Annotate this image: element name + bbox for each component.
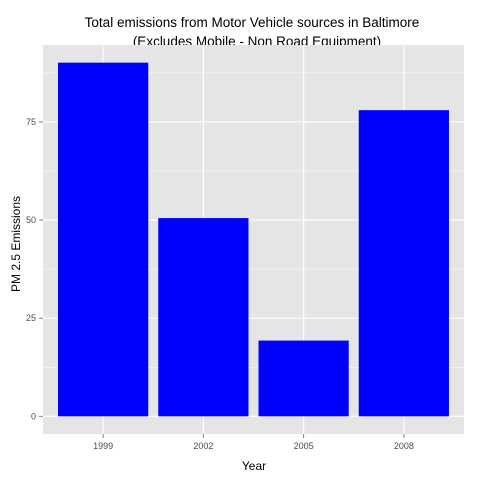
x-tick-label: 2008 — [394, 441, 414, 451]
bars — [58, 62, 449, 417]
x-tick-label: 1999 — [93, 441, 113, 451]
bar-2005 — [258, 340, 349, 417]
bar-1999 — [58, 62, 149, 417]
y-axis-title: PM 2.5 Emissions — [9, 196, 23, 292]
y-tick-label: 75 — [26, 117, 36, 127]
y-axis: 0 25 50 75 — [26, 117, 43, 421]
y-tick-label: 0 — [31, 411, 36, 421]
x-axis: 1999 2002 2005 2008 — [93, 434, 414, 451]
bar-2008 — [358, 110, 449, 417]
x-tick-label: 2002 — [193, 441, 213, 451]
chart-title-line-1: Total emissions from Motor Vehicle sourc… — [85, 15, 420, 30]
y-tick-label: 25 — [26, 313, 36, 323]
bar-2002 — [158, 218, 249, 417]
x-tick-label: 2005 — [294, 441, 314, 451]
x-axis-title: Year — [242, 459, 266, 473]
y-tick-label: 50 — [26, 215, 36, 225]
